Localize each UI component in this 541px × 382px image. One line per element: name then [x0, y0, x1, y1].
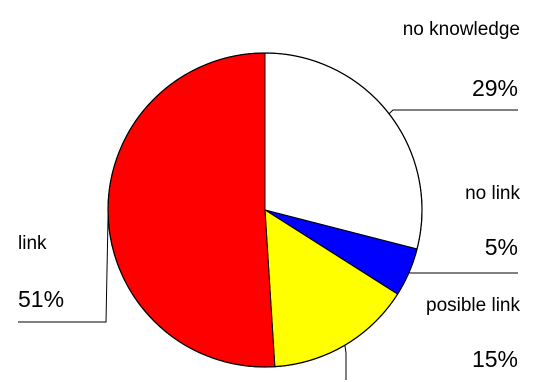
slice-percent-no-link: 5%: [485, 234, 518, 260]
slice-label-link: link: [18, 233, 47, 254]
leader-lines: [18, 109, 518, 380]
slice-percent-link: 51%: [18, 286, 64, 312]
slice-percent-no-knowledge: 29%: [472, 75, 518, 101]
leader-line-no-link: [408, 271, 518, 274]
leader-line-no-knowledge: [388, 109, 518, 115]
pie-slices: [107, 52, 423, 368]
slice-label-no-link: no link: [465, 183, 520, 204]
pie-slice-link: [107, 52, 276, 368]
slice-label-no-knowledge: no knowledge: [403, 19, 520, 40]
slice-percent-posible-link: 15%: [472, 346, 518, 372]
slice-label-posible-link: posible link: [426, 295, 520, 316]
leader-line-posible-link: [344, 345, 347, 380]
pie-outline: [107, 52, 423, 368]
leader-line-link: [18, 214, 109, 323]
